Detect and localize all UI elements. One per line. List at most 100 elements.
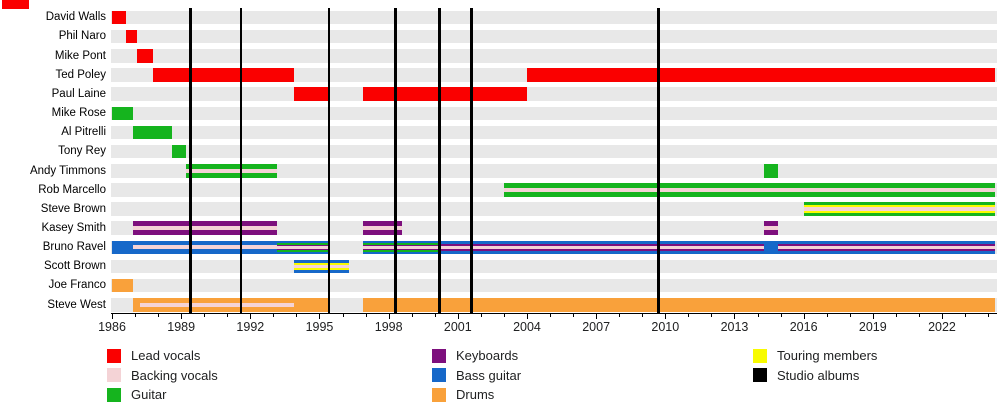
x-axis-year-label: 1986 <box>98 320 126 334</box>
studio-album-line <box>327 8 330 313</box>
x-axis-minor-tick <box>158 314 160 317</box>
member-label: David Walls <box>45 11 106 24</box>
bar-backing-vocals <box>764 226 779 231</box>
x-axis-minor-tick <box>895 314 897 317</box>
row-background <box>111 106 997 121</box>
x-axis-minor-tick <box>826 314 828 317</box>
legend-label: Backing vocals <box>131 367 218 383</box>
x-axis-major-tick <box>250 314 252 319</box>
legend-column-3: Touring members Studio albums <box>753 346 877 385</box>
bar-lead-vocals <box>294 87 329 101</box>
x-axis-minor-tick <box>780 314 782 317</box>
keyboards-swatch <box>432 348 446 363</box>
x-axis-minor-tick <box>365 314 367 317</box>
legend-item-touring-members: Touring members <box>753 346 877 366</box>
bar-backing-vocals <box>294 264 350 269</box>
studio-album-line <box>438 8 441 313</box>
x-axis-year-label: 1989 <box>167 320 196 334</box>
legend-label: Lead vocals <box>131 348 201 364</box>
bar-lead-vocals <box>137 49 154 63</box>
row-background <box>111 10 997 25</box>
member-label: Phil Naro <box>58 30 106 43</box>
member-label: Tony Rey <box>58 145 106 158</box>
x-axis-major-tick <box>941 314 943 319</box>
x-axis-year-label: 2007 <box>582 320 611 334</box>
row-background <box>111 49 997 63</box>
x-axis-year-label: 2001 <box>443 320 472 334</box>
x-axis-minor-tick <box>434 314 436 317</box>
studio-album-line <box>657 8 660 313</box>
bar-drums <box>294 298 329 312</box>
x-axis-line <box>111 313 997 314</box>
guitar-swatch <box>107 387 121 402</box>
x-axis-minor-tick <box>273 314 275 317</box>
bar-bass <box>112 240 133 255</box>
x-axis-minor-tick <box>688 314 690 317</box>
bar-backing-vocals <box>363 245 440 249</box>
row-background <box>111 144 997 159</box>
x-axis-year-label: 2019 <box>858 320 887 334</box>
legend-label: Drums <box>456 387 495 403</box>
bar-backing-vocals <box>185 168 277 173</box>
bar-lead-vocals <box>363 87 527 101</box>
x-axis-minor-tick <box>227 314 229 317</box>
drums-swatch <box>432 387 446 402</box>
legend-item-backing-vocals: Backing vocals <box>107 366 218 386</box>
x-axis-minor-tick <box>296 314 298 317</box>
x-axis-year-label: 2016 <box>789 320 818 334</box>
member-label: Mike Rose <box>51 107 106 120</box>
member-label: Andy Timmons <box>29 164 106 177</box>
x-axis-minor-tick <box>918 314 920 317</box>
x-axis-minor-tick <box>849 314 851 317</box>
x-axis-minor-tick <box>550 314 552 317</box>
studio-album-line <box>470 8 473 313</box>
member-label: Bruno Ravel <box>42 241 106 254</box>
row-background <box>111 87 997 101</box>
legend-label: Guitar <box>131 387 167 403</box>
backing-vocals-swatch <box>107 368 121 383</box>
bar-guitar <box>132 125 172 140</box>
x-axis-major-tick <box>872 314 874 319</box>
member-label: Rob Marcello <box>38 183 106 196</box>
x-axis-major-tick <box>596 314 598 319</box>
bar-lead-vocals <box>526 68 995 82</box>
bar-backing-vocals <box>132 245 277 250</box>
x-axis-minor-tick <box>573 314 575 317</box>
x-axis-minor-tick <box>965 314 967 317</box>
row-background <box>111 202 997 216</box>
x-axis-minor-tick <box>988 314 990 317</box>
row-background <box>111 29 997 44</box>
bar-backing-vocals <box>503 187 995 192</box>
x-axis-major-tick <box>665 314 667 319</box>
x-axis-year-label: 1992 <box>236 320 265 334</box>
x-axis-year-label: 1995 <box>305 320 334 334</box>
bar-lead-vocals <box>153 68 295 82</box>
member-label: Joe Franco <box>48 279 106 292</box>
x-axis-major-tick <box>734 314 736 319</box>
x-axis-year-label: 1998 <box>374 320 403 334</box>
studio-album-line <box>239 8 243 313</box>
bar-guitar <box>764 164 779 178</box>
touring-members-swatch <box>753 348 767 363</box>
bass-guitar-swatch <box>432 368 446 383</box>
legend-item-guitar: Guitar <box>107 385 218 405</box>
legend-label: Bass guitar <box>456 367 522 383</box>
bar-backing-vocals <box>803 207 995 211</box>
x-axis-major-tick <box>112 314 113 319</box>
lead-vocals-swatch <box>107 348 121 363</box>
member-label: Mike Pont <box>54 49 106 62</box>
cropped-red-fragment <box>2 0 29 9</box>
x-axis-minor-tick <box>204 314 206 317</box>
legend-item-bass-guitar: Bass guitar <box>432 366 521 386</box>
legend-label: Touring members <box>777 348 878 364</box>
x-axis-minor-tick <box>135 314 137 317</box>
legend-item-keyboards: Keyboards <box>432 346 521 366</box>
bar-bass <box>764 240 779 255</box>
bar-drums <box>363 298 995 312</box>
studio-album-line <box>394 8 397 313</box>
bar-drums <box>132 298 140 312</box>
member-label: Kasey Smith <box>41 221 106 234</box>
bar-backing-vocals <box>132 226 277 231</box>
x-axis-year-label: 2022 <box>928 320 956 334</box>
